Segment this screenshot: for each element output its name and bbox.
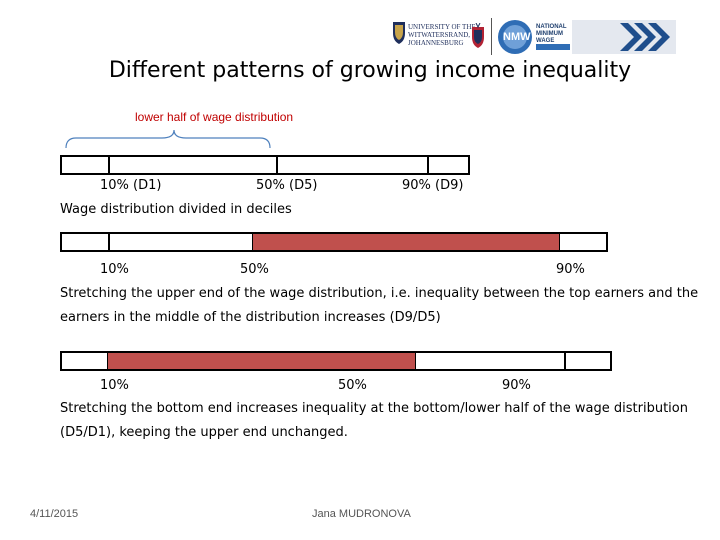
footer-author: Jana MUDRONOVA: [312, 508, 411, 520]
label-90: 90%: [556, 262, 585, 277]
caption-upper-line-1: Stretching the upper end of the wage dis…: [60, 286, 699, 301]
label-10: 10%: [100, 262, 129, 277]
tick-d9: [427, 157, 429, 173]
slide-title: Different patterns of growing income ine…: [108, 58, 632, 83]
nmw-line-3: WAGE: [536, 38, 555, 44]
label-d9: 90% (D9): [402, 178, 464, 193]
nmw-logo-mark: NMW: [503, 25, 531, 49]
wits-logo: UNIVERSITY OF THE WITWATERSRAND, JOHANNE…: [392, 19, 492, 53]
wits-crest-icon: [393, 22, 405, 44]
caption-lower-line-1: Stretching the bottom end increases ineq…: [60, 401, 688, 416]
wits-shield-icon: [472, 23, 484, 48]
nmw-line-1: NATIONAL: [536, 24, 567, 30]
label-50: 50%: [240, 262, 269, 277]
lower-stretch-bar: [60, 351, 612, 371]
tick-d5: [276, 157, 278, 173]
wits-line-1: UNIVERSITY OF THE: [408, 23, 476, 31]
wits-line-2: WITWATERSRAND,: [408, 31, 471, 39]
logo-divider: [491, 18, 492, 55]
wits-line-3: JOHANNESBURG: [408, 39, 464, 47]
decile-bar: [60, 155, 470, 175]
label-10-lower: 10%: [100, 378, 129, 393]
label-90-lower: 90%: [502, 378, 531, 393]
tick-10: [108, 234, 110, 250]
nmw-line-2: MINIMUM: [536, 31, 563, 37]
chevron-banner: [572, 20, 676, 54]
tick-90: [564, 353, 566, 369]
footer-date: 4/11/2015: [30, 508, 79, 520]
lower-stretch-fill: [107, 353, 416, 369]
tick-d1: [108, 157, 110, 173]
caption-lower-line-2: (D5/D1), keeping the upper end unchanged…: [60, 425, 348, 440]
caption-upper-line-2: earners in the middle of the distributio…: [60, 310, 441, 325]
lower-half-bracket: [65, 129, 271, 149]
nmw-logo-text: NATIONAL MINIMUM WAGE: [536, 24, 567, 45]
label-d1: 10% (D1): [100, 178, 162, 193]
caption-deciles: Wage distribution divided in deciles: [60, 202, 292, 217]
label-d5: 50% (D5): [256, 178, 318, 193]
upper-stretch-fill: [252, 234, 560, 250]
label-50-lower: 50%: [338, 378, 367, 393]
chevron-arrows-icon: [620, 23, 670, 51]
nmw-tagline: [536, 44, 570, 50]
bracket-label: lower half of wage distribution: [135, 110, 294, 124]
upper-stretch-bar: [60, 232, 608, 252]
